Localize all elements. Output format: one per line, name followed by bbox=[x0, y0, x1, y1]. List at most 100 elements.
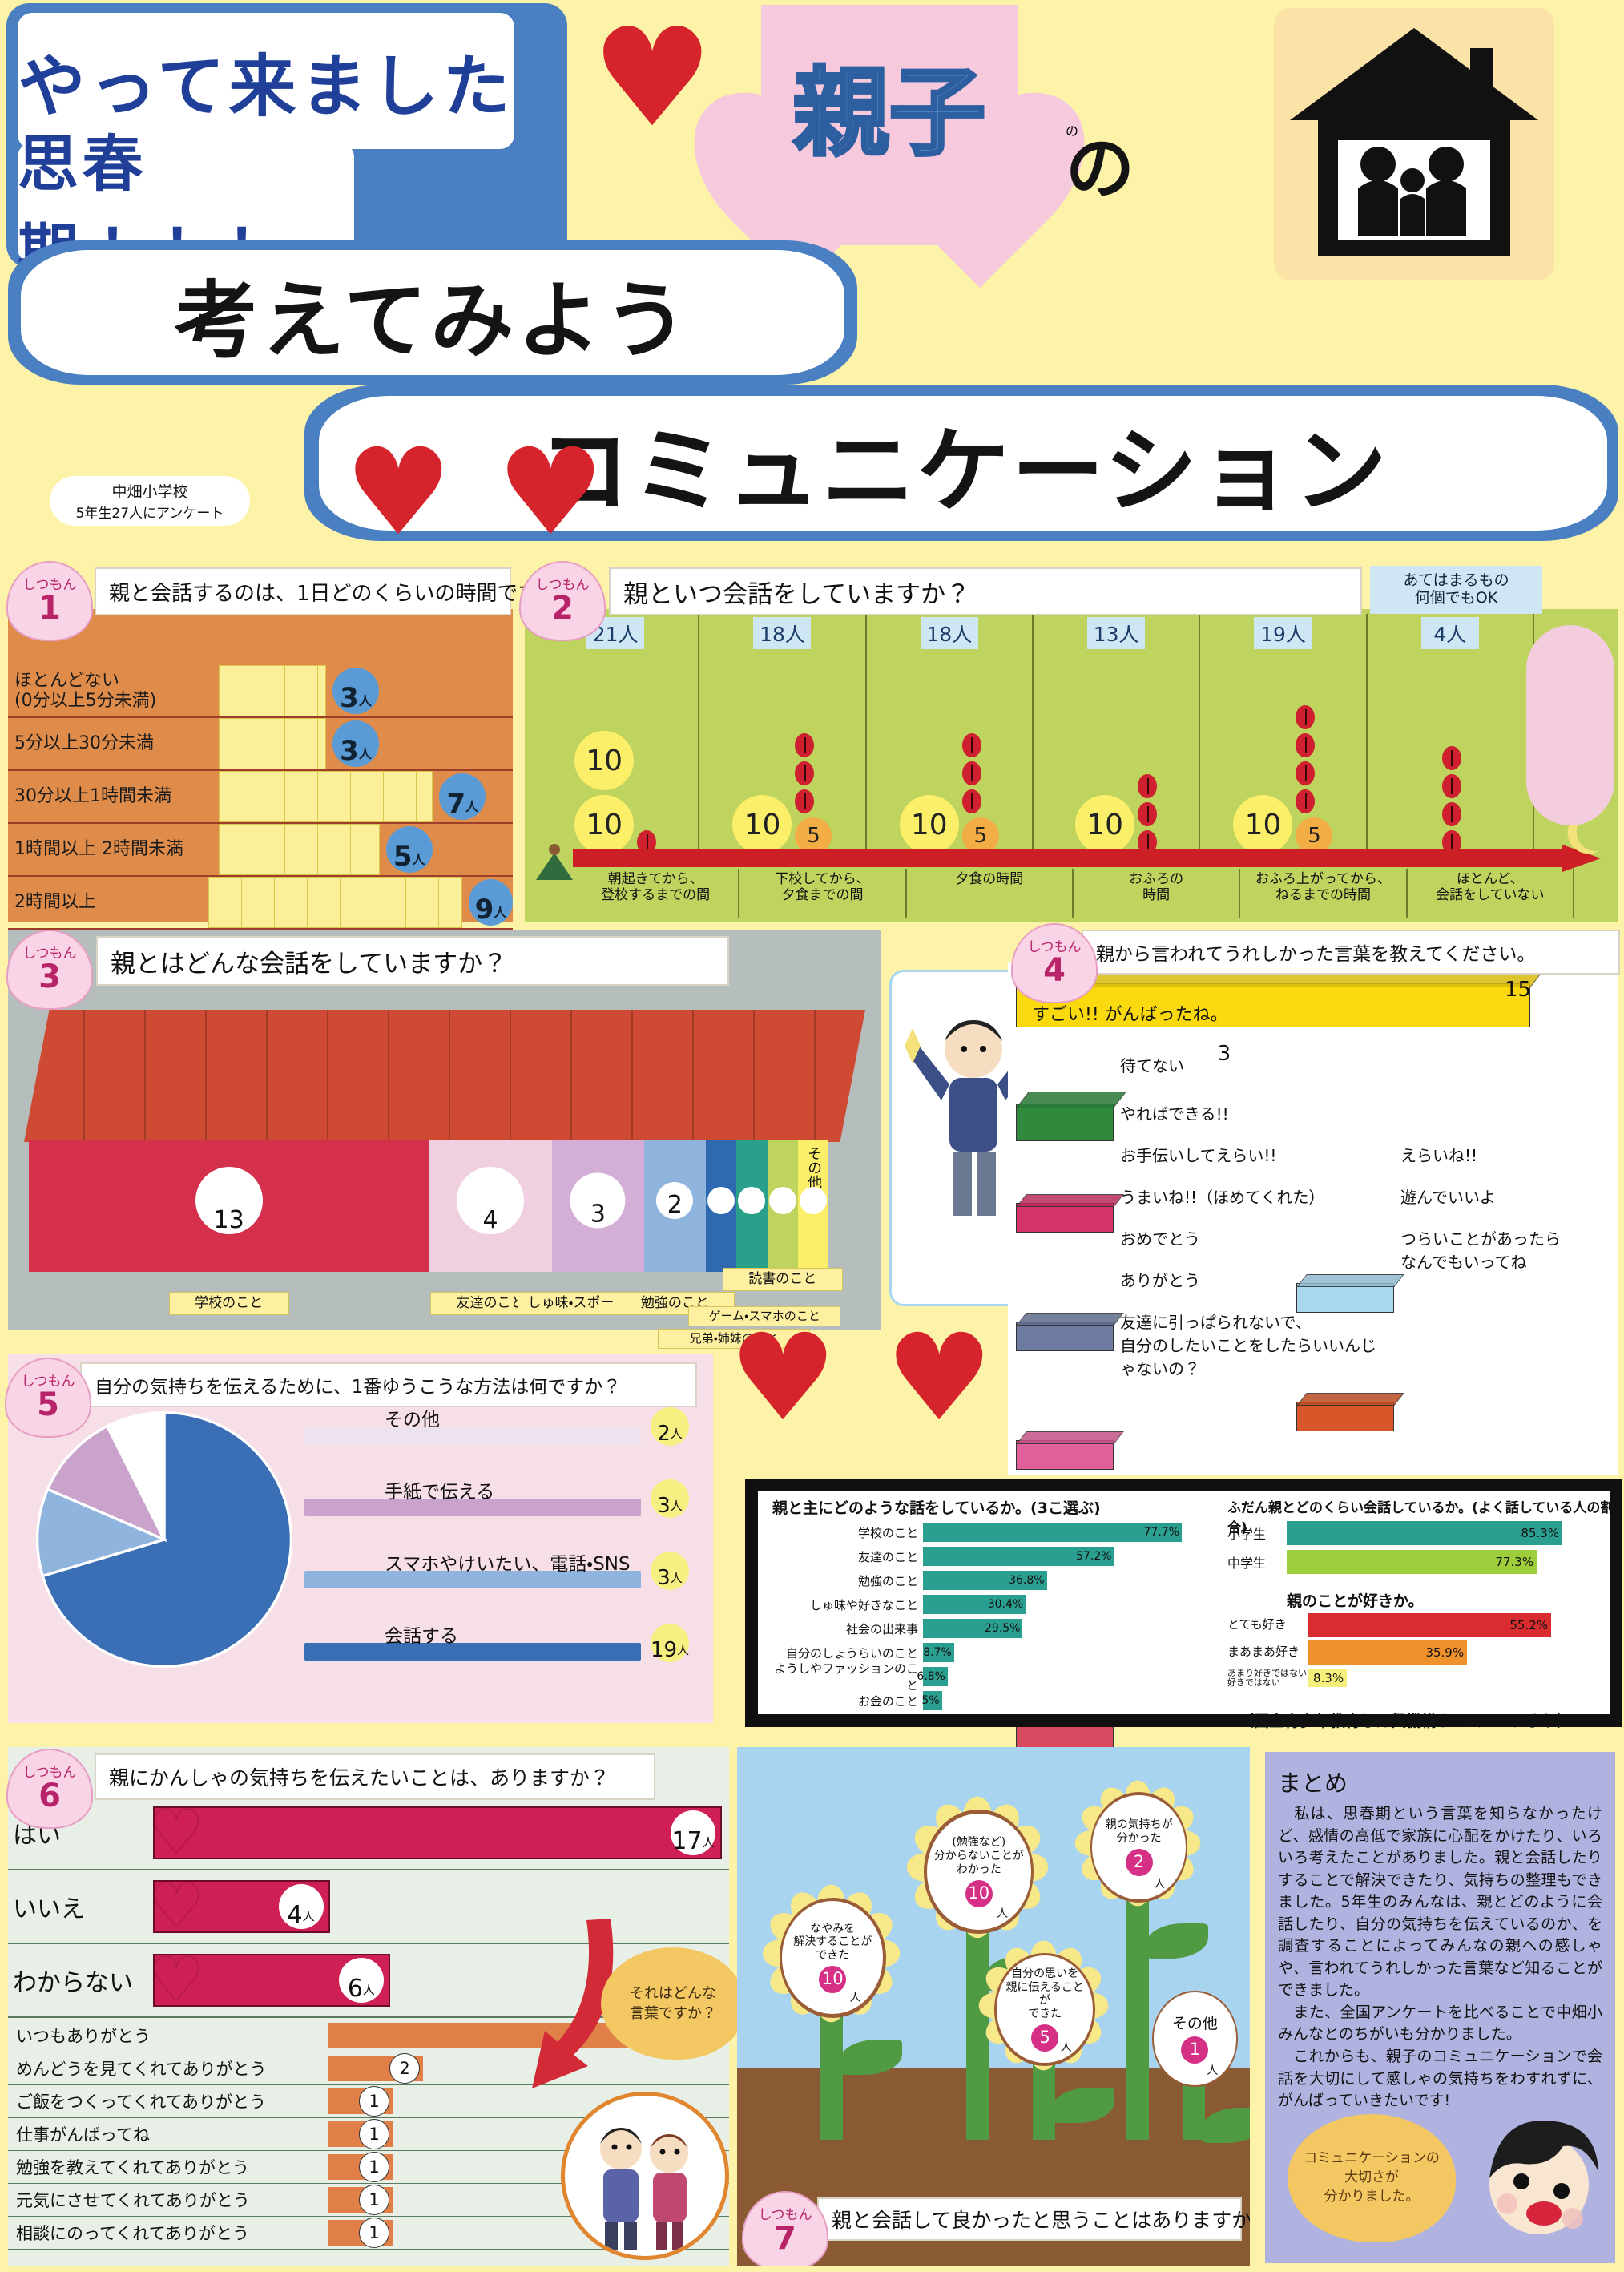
decorative-heart-icon-5: ♥ bbox=[885, 1309, 993, 1448]
q7-leaf bbox=[1051, 2088, 1114, 2123]
q5-legend-row: その他 2 人 bbox=[304, 1402, 705, 1459]
q2-timeline-label: ほとんど、 会話をしていない bbox=[1408, 869, 1574, 918]
q3-question-bar: 親とはどんな会話をしていますか？ bbox=[96, 936, 729, 986]
q2-one-marker bbox=[1296, 733, 1316, 757]
q7-flower-ring: 自分の思いを 親に伝えることが できた 5 人 bbox=[994, 1952, 1095, 2067]
national-left-label: 学校のこと bbox=[857, 1525, 918, 1540]
q7-flower-unit: 人 bbox=[1154, 1877, 1166, 1891]
q7-leaf bbox=[1202, 2108, 1250, 2143]
national-like-bar: 35.9% bbox=[1308, 1640, 1468, 1665]
national-right-bar: 85.3% bbox=[1287, 1521, 1562, 1545]
q7-flower-label: (勉強など) 分からないことが わかった bbox=[933, 1836, 1024, 1876]
q3-segment-inline-label: その他 bbox=[805, 1146, 823, 1189]
q6-row-label: いいえ bbox=[13, 1895, 85, 1923]
national-like-label: まあまあ好き bbox=[1227, 1644, 1300, 1660]
matome-body: 私は、思春期という言葉を知らなかったけど、感情の高低で家族に心配をかけたり、いろ… bbox=[1278, 1805, 1602, 2110]
q1-row: ほとんどない (0分以上5分未満) 3 人 bbox=[8, 665, 513, 718]
q2-columns: 21人 10 10 18人 10 5 18人 10 5 13人 10 19人 10 5 4人 bbox=[533, 614, 1534, 858]
matome-panel: まとめ 私は、思春期という言葉を知らなかったけど、感情の高低で家族に心配をかけた… bbox=[1262, 1749, 1618, 2266]
q3-segment-value bbox=[707, 1186, 735, 1214]
q2-one-marker bbox=[961, 733, 981, 757]
decorative-heart-icon-4: ♥ bbox=[729, 1309, 837, 1448]
q7-flower-label: 親の気持ちが 分かった bbox=[1105, 1818, 1173, 1845]
q1-row: 1時間以上 2時間未満 5 人 bbox=[8, 824, 513, 877]
q2-column-count: 13人 bbox=[1087, 617, 1146, 649]
national-like-bar: 55.2% bbox=[1308, 1613, 1551, 1637]
q7-flower-label: 自分の思いを 親に伝えることが できた bbox=[1005, 1967, 1084, 2021]
q6-phrase-bar: 1 bbox=[328, 2185, 393, 2215]
q2-column: 19人 10 5 bbox=[1200, 614, 1368, 858]
q4-bar-label: おめでとう bbox=[1120, 1229, 1200, 1249]
q1-row: 2時間以上 9 人 bbox=[8, 877, 513, 930]
q4-bar-label: お手伝いしてえらい!! bbox=[1120, 1146, 1277, 1166]
q4-question: 親から言われてうれしかった言葉を教えてください。 bbox=[1096, 944, 1536, 965]
q6-illustration bbox=[561, 2092, 729, 2260]
q6-phrase-label: 勉強を教えてくれてありがとう bbox=[16, 2158, 250, 2177]
q5-pie-slice bbox=[46, 1424, 167, 1543]
national-right-title: ふだん親とどのくらい会話しているか。(よく話している人の割合) bbox=[1227, 1500, 1614, 1536]
q2-one-marker bbox=[1441, 746, 1461, 770]
q3-badge-small: しつもん bbox=[22, 945, 77, 962]
national-like-row: あまり好きではない 好きではない 8.3% bbox=[1227, 1666, 1624, 1690]
q5-badge-small: しつもん bbox=[21, 1373, 75, 1390]
national-left-bar: 30.4% bbox=[923, 1595, 1026, 1614]
q4-bar bbox=[1016, 1092, 1127, 1141]
q2-one-marker bbox=[1441, 774, 1461, 798]
q6-phrase-label: ご飯をつくってくれてありがとう bbox=[16, 2092, 267, 2112]
oyako-label-box: 親子 bbox=[769, 24, 1009, 184]
national-left-row: 学校のこと 77.7% bbox=[766, 1520, 1215, 1544]
q2-one-marker bbox=[1441, 802, 1461, 826]
q7-flower-unit: 人 bbox=[1060, 2040, 1072, 2054]
q6-phrase-row: めんどうを見てくれてありがとう 2 bbox=[8, 2052, 729, 2085]
q2-one-marker bbox=[1296, 789, 1316, 813]
q3-segment bbox=[705, 1140, 737, 1272]
national-left-row: ようしやファッションのこと 6.8% bbox=[766, 1661, 1215, 1693]
q6-phrase-label: めんどうを見てくれてありがとう bbox=[16, 2060, 267, 2079]
national-left-items: 学校のこと 77.7% 友達のこと 57.2% 勉強のこと 36.8% しゅ味や好きなこと 3… bbox=[766, 1520, 1215, 1729]
q2-ten-marker: 10 bbox=[574, 731, 635, 790]
q2-timeline-label: 夕食の時間 bbox=[907, 869, 1074, 918]
q2-column: 18人 10 5 bbox=[867, 614, 1034, 858]
q4-badge-small: しつもん bbox=[1027, 938, 1082, 955]
q2-column-count: 18人 bbox=[753, 617, 812, 649]
q6-phrase-bar: 1 bbox=[328, 2152, 393, 2182]
q7-flower-core: (勉強など) 分からないことが わかった 10 人 bbox=[926, 1813, 1031, 1930]
q2-five-marker: 5 bbox=[795, 817, 832, 854]
q2-column: 13人 10 bbox=[1034, 614, 1201, 858]
national-right-label: 中学生 bbox=[1227, 1556, 1267, 1571]
q1-question-bar: 親と会話するのは、1日どのくらいの時間ですか？ bbox=[95, 567, 581, 615]
national-left-row: 友達のこと 57.2% bbox=[766, 1544, 1215, 1568]
q6-row-label: わからない bbox=[13, 1969, 133, 1997]
q6-phrase-row: 勉強を教えてくれてありがとう 1 bbox=[8, 2151, 729, 2184]
school-badge: 中畑小学校 5年生27人にアンケート bbox=[50, 476, 250, 526]
q4-bar-label: すごい!! がんばったね。 bbox=[1032, 1005, 1228, 1025]
national-right-bar: 77.3% bbox=[1287, 1550, 1537, 1574]
q6-phrase-row: 元気にさせてくれてありがとう 1 bbox=[8, 2184, 729, 2217]
oyako-heart-shape bbox=[761, 5, 1018, 245]
q1-badge-num: 1 bbox=[38, 589, 61, 627]
q1-badge: しつもん 1 bbox=[6, 561, 93, 641]
decorative-heart-icon-2: ♥ bbox=[345, 423, 453, 563]
q1-row-label: ほとんどない (0分以上5分未満) bbox=[14, 670, 157, 711]
national-left-row: 勉強のこと 36.8% bbox=[766, 1568, 1215, 1592]
q7-flower-value: 1 bbox=[1181, 2036, 1209, 2064]
national-left-row: 社会の出来事 29.5% bbox=[766, 1616, 1215, 1640]
q7-flower-ring: (勉強など) 分からないことが わかった 10 人 bbox=[924, 1810, 1034, 1934]
q7-flower-value: 10 bbox=[965, 1879, 993, 1907]
q7-flower-core: 親の気持ちが 分かった 2 人 bbox=[1092, 1794, 1186, 1899]
q5-badge: しつもん 5 bbox=[5, 1358, 91, 1438]
q6-row: わからない ♥ 6 人 bbox=[8, 1944, 729, 2018]
q6-phrase-row: ご飯をつくってくれてありがとう 1 bbox=[8, 2085, 729, 2118]
q3-segment-value bbox=[738, 1186, 766, 1214]
q5-legend-bar bbox=[304, 1427, 641, 1444]
national-like-row: まあまあ好き 35.9% bbox=[1227, 1639, 1624, 1666]
q2-column: 21人 10 10 bbox=[533, 614, 700, 858]
national-left-title: 親と主にどのような話をしているか。(3こ選ぶ) bbox=[772, 1499, 1101, 1517]
q4-bar-value: 3 bbox=[1217, 1042, 1231, 1066]
q4-bar bbox=[1016, 968, 1545, 1027]
q6-row: いいえ ♥ 4 人 bbox=[8, 1870, 729, 1944]
q7-question-bar: 親と会話して良かったと思うことはありますか？ bbox=[817, 2197, 1250, 2241]
q7-flower-label: その他 bbox=[1171, 2014, 1218, 2032]
